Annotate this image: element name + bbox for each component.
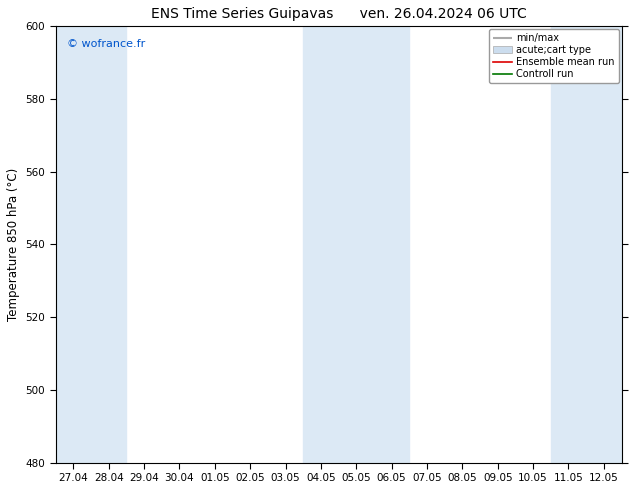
Bar bbox=[551, 26, 621, 463]
Legend: min/max, acute;cart type, Ensemble mean run, Controll run: min/max, acute;cart type, Ensemble mean … bbox=[489, 29, 619, 83]
Bar bbox=[303, 26, 410, 463]
Bar bbox=[56, 26, 126, 463]
Title: ENS Time Series Guipavas      ven. 26.04.2024 06 UTC: ENS Time Series Guipavas ven. 26.04.2024… bbox=[151, 7, 526, 21]
Text: © wofrance.fr: © wofrance.fr bbox=[67, 39, 145, 49]
Y-axis label: Temperature 850 hPa (°C): Temperature 850 hPa (°C) bbox=[7, 168, 20, 321]
